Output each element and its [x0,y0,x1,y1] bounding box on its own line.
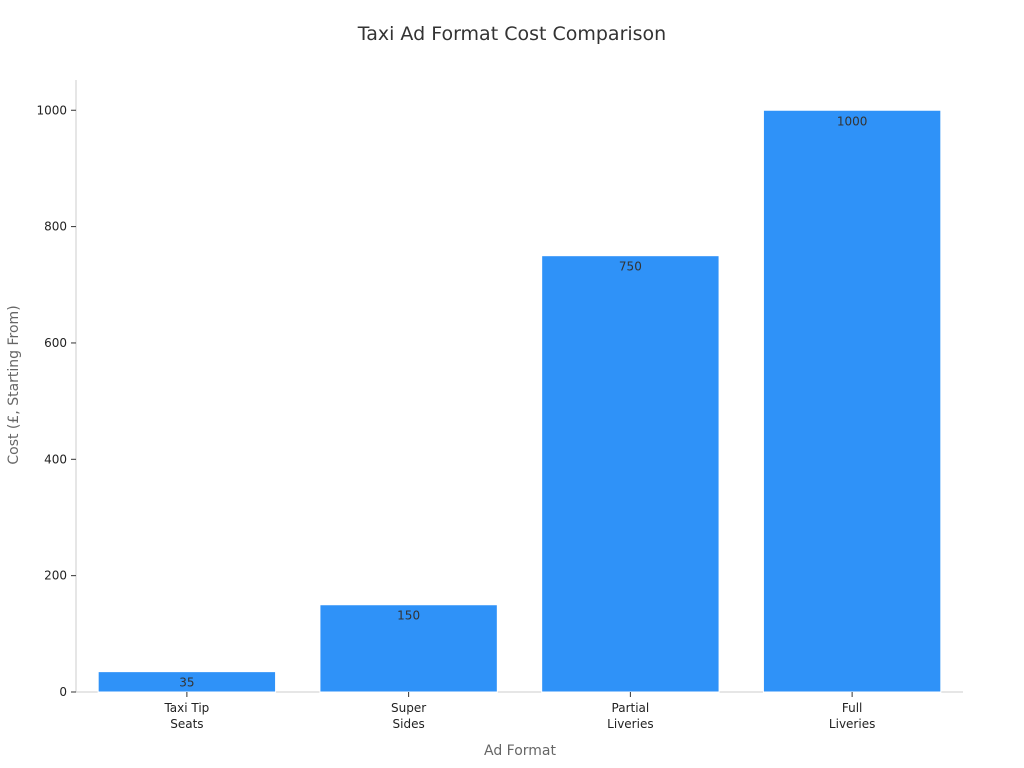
y-tick-label: 0 [59,685,67,699]
y-axis-title: Cost (£, Starting From) [6,305,22,464]
bar [762,109,942,693]
bar [319,604,498,693]
y-ticks: 0 200 400 600 800 1000 [36,103,76,699]
bar-data-label: 750 [619,260,642,274]
y-tick-label: 200 [44,569,67,583]
bar-data-label: 150 [397,609,420,623]
y-tick-label: 800 [44,220,67,234]
x-tick-label: Taxi Tip Seats [163,701,209,731]
bar [541,255,720,693]
y-tick-label: 400 [44,452,67,466]
x-ticks: Taxi Tip Seats Super Sides Partial Liveries Fu… [163,692,875,731]
x-tick-label: Super Sides [391,701,426,731]
bars: 35 150 750 1000 [97,109,942,693]
bar-data-label: 35 [179,676,194,690]
x-tick-label: Full Liveries [829,701,875,731]
y-tick-label: 1000 [36,103,67,117]
y-tick-label: 600 [44,336,67,350]
chart-title: Taxi Ad Format Cost Comparison [357,23,666,45]
x-tick-label: Partial Liveries [607,701,653,731]
x-axis-title: Ad Format [484,743,557,759]
bar-data-label: 1000 [837,114,868,128]
